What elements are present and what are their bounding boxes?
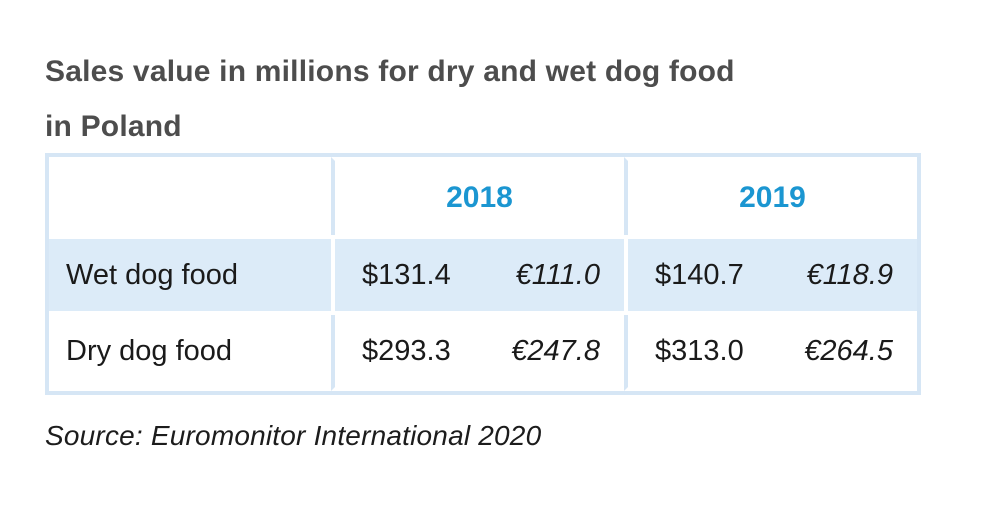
sales-data-table: 2018 2019 Wet dog food $131.4 €111.0 $14… (45, 153, 921, 395)
dry-2019-values: $313.0 €264.5 (624, 315, 917, 391)
chart-title: Sales value in millions for dry and wet … (45, 44, 735, 154)
dry-2019-usd: $313.0 (655, 334, 744, 367)
chart-title-line1: Sales value in millions for dry and wet … (45, 55, 735, 88)
dry-2018-usd: $293.3 (362, 334, 451, 367)
wet-2019-eur: €118.9 (806, 258, 893, 291)
wet-2018-eur: €111.0 (515, 258, 600, 291)
header-empty-cell (49, 157, 331, 235)
row-label-wet-dog-food: Wet dog food (49, 235, 331, 315)
wet-2019-usd: $140.7 (655, 258, 744, 291)
dry-2018-values: $293.3 €247.8 (331, 315, 624, 391)
wet-2018-usd: $131.4 (362, 258, 451, 291)
dry-2019-eur: €264.5 (804, 334, 893, 367)
wet-2018-values: $131.4 €111.0 (331, 235, 624, 315)
header-year-2019: 2019 (624, 157, 917, 235)
wet-2019-values: $140.7 €118.9 (624, 235, 917, 315)
dry-2018-eur: €247.8 (511, 334, 600, 367)
chart-title-line2: in Poland (45, 110, 182, 143)
header-year-2018: 2018 (331, 157, 624, 235)
row-label-dry-dog-food: Dry dog food (49, 315, 331, 391)
source-note: Source: Euromonitor International 2020 (45, 420, 542, 451)
